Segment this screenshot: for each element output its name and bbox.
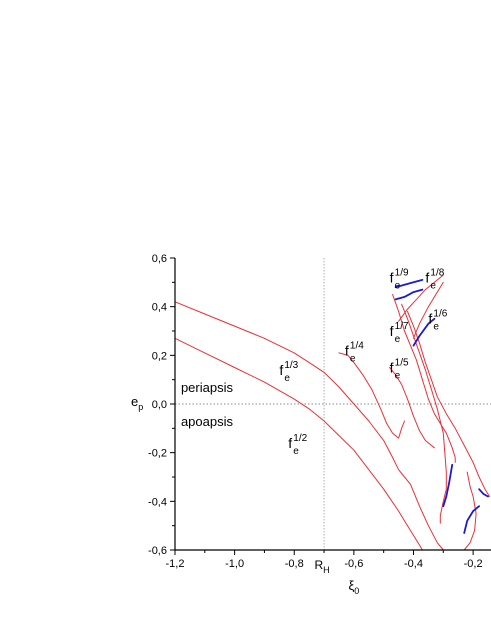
curve-label-sup: 1/6 <box>433 309 447 320</box>
x-tick-label: -1,0 <box>225 558 244 570</box>
x-axis-label: ξ0 <box>348 578 359 596</box>
y-tick-label: -0,2 <box>148 448 167 460</box>
curve-label-base: f <box>390 323 394 339</box>
series-line-10 <box>463 471 477 551</box>
curve-label-sub: e <box>284 373 290 384</box>
curve-label-sub: e <box>430 280 436 291</box>
curve-label: f 1/5 e <box>390 357 409 381</box>
curve-label-base: f <box>279 362 283 378</box>
curve-label-sup: 1/9 <box>395 267 409 278</box>
curve-label: f 1/7 e <box>390 321 409 345</box>
curve-label-sub: e <box>395 370 401 381</box>
curve-label-sub: e <box>350 353 356 364</box>
y-axis-label: ep <box>131 394 143 412</box>
curve-label-sup: 1/8 <box>430 267 444 278</box>
series-line-8 <box>398 274 444 322</box>
y-tick-label: 0,2 <box>152 350 167 362</box>
x-tick-label: -0,2 <box>464 558 483 570</box>
reference-lines <box>175 258 491 550</box>
curve-label-sup: 1/4 <box>350 340 364 351</box>
curve-label-base: f <box>390 359 394 375</box>
y-tick-label: -0,6 <box>148 545 167 557</box>
series-line-9 <box>413 281 444 339</box>
curve-label-base: f <box>345 342 349 358</box>
series-line-11 <box>394 279 424 289</box>
series-line-5 <box>392 294 456 463</box>
series-line-13 <box>412 317 436 347</box>
series-line-1 <box>174 301 444 551</box>
series-line-16 <box>478 488 489 498</box>
curve-label: f 1/9 e <box>390 267 409 291</box>
curve-label-sub: e <box>433 322 439 333</box>
series-line-14 <box>442 463 454 508</box>
curve-label-base: f <box>390 269 394 285</box>
curve-label-base: f <box>428 311 432 327</box>
curve-label-sub: e <box>395 334 401 345</box>
curve-label-sup: 1/5 <box>395 357 409 368</box>
curve-label-sub: e <box>395 280 401 291</box>
region-label-periapsis: periapsis <box>181 380 234 395</box>
series-line-3 <box>338 352 405 439</box>
curve-label: f 1/3 e <box>279 360 298 384</box>
region-label-apoapsis: apoapsis <box>181 414 234 429</box>
curve-label: f 1/2 e <box>288 433 307 457</box>
series-line-15 <box>463 505 480 534</box>
series-line-4 <box>389 367 435 449</box>
curve-label-sup: 1/2 <box>293 433 307 444</box>
x-tick-label-rh: RH <box>314 558 329 575</box>
series-layer <box>174 274 490 551</box>
series-line-6 <box>401 303 447 524</box>
y-tick-label: 0,6 <box>152 253 167 265</box>
y-tick-label: 0,4 <box>152 302 167 314</box>
curve-label: f 1/6 e <box>428 309 447 333</box>
series-line-7 <box>407 311 490 497</box>
x-tick-label: -0,8 <box>285 558 304 570</box>
series-line-2 <box>174 337 423 551</box>
x-tick-label: -0,6 <box>344 558 363 570</box>
x-tick-label: -1,2 <box>166 558 185 570</box>
series-line-12 <box>394 288 424 301</box>
x-tick-label: -0,4 <box>404 558 423 570</box>
curve-label-sup: 1/3 <box>284 360 298 371</box>
axis-ticks: -1,2 -1,0 -0,8 -0,6 -0,4 -0,2 RH 0,6 0,4 0,2 0,0 -0… <box>148 253 483 575</box>
curve-label: f 1/4 e <box>345 340 364 364</box>
y-tick-label: -0,4 <box>148 496 167 508</box>
curve-label-base: f <box>288 435 292 451</box>
curve-label: f 1/8 e <box>425 267 444 291</box>
curve-label-base: f <box>425 269 429 285</box>
axis-labels: ξ0 ep <box>131 394 359 596</box>
curve-label-sub: e <box>293 446 299 457</box>
curve-label-sup: 1/7 <box>395 321 409 332</box>
y-tick-label: 0,0 <box>152 399 167 411</box>
